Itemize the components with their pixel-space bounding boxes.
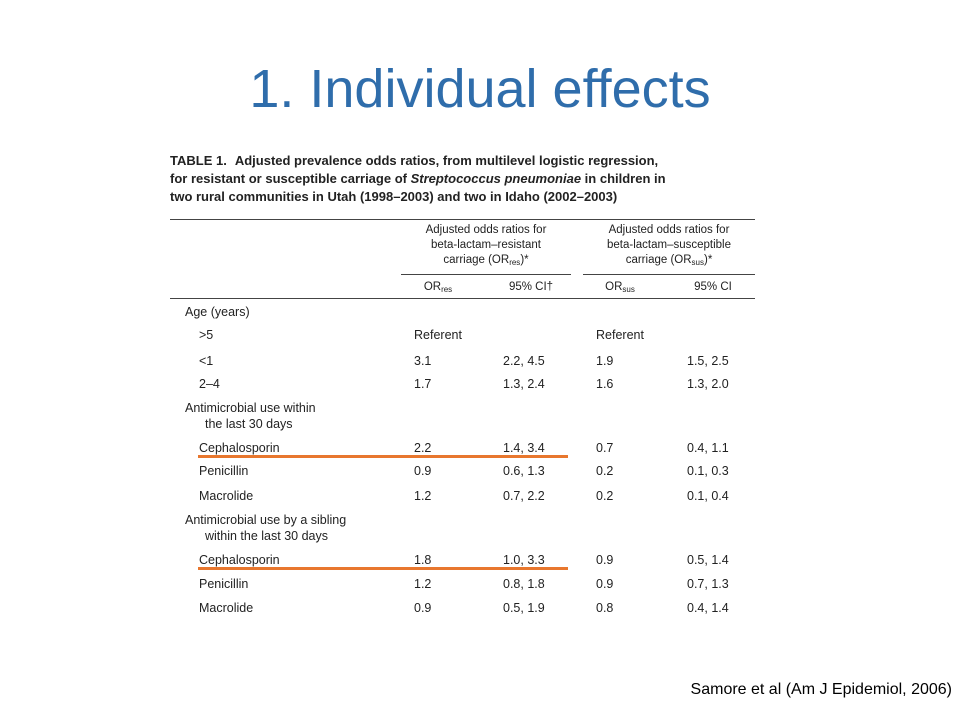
row-label: Age (years) xyxy=(185,305,250,319)
cell-or-sus: 0.2 xyxy=(596,489,614,503)
cell-ci-res: 0.7, 2.2 xyxy=(503,489,545,503)
cell-or-sus: Referent xyxy=(596,328,644,342)
table-label: TABLE 1. xyxy=(170,153,227,168)
col-or-res-text: OR xyxy=(423,281,442,293)
row-label: <1 xyxy=(199,354,214,368)
cell-or-sus: 1.6 xyxy=(596,377,614,391)
row-label: Cephalosporin xyxy=(199,553,280,567)
highlight-cephalosporin-sibling xyxy=(198,567,568,570)
group-res-line-3-post: )* xyxy=(520,254,529,266)
caption-text-2b: in children in xyxy=(581,171,666,186)
cell-ci-sus: 1.3, 2.0 xyxy=(687,377,729,391)
row-label: Macrolide xyxy=(199,489,254,503)
cell-ci-res: 0.5, 1.9 xyxy=(503,601,545,615)
group-sus-line-3-sub: sus xyxy=(691,258,704,267)
cell-or-res: 3.1 xyxy=(414,354,432,368)
row-label: Antimicrobial use within xyxy=(185,401,316,415)
cell-or-res: 2.2 xyxy=(414,441,432,455)
col-header-ci-res: 95% CI† xyxy=(508,281,554,293)
cell-or-sus: 0.9 xyxy=(596,553,614,567)
cell-ci-sus: 0.5, 1.4 xyxy=(687,553,729,567)
group-sus-line-2: beta-lactam–susceptible xyxy=(606,239,731,251)
group-sus-line-1: Adjusted odds ratios for xyxy=(608,224,730,236)
cell-ci-sus: 0.4, 1.4 xyxy=(687,601,729,615)
cell-or-res: Referent xyxy=(414,328,462,342)
cell-or-sus: 0.8 xyxy=(596,601,614,615)
highlight-cephalosporin-own xyxy=(198,455,568,458)
cell-or-res: 1.2 xyxy=(414,489,432,503)
row-label: Penicillin xyxy=(199,464,249,478)
cell-ci-res: 0.6, 1.3 xyxy=(503,464,545,478)
cell-ci-res: 2.2, 4.5 xyxy=(503,354,545,368)
group-header-resistant: Adjusted odds ratios for beta-lactam–res… xyxy=(401,223,571,270)
row-label: Macrolide xyxy=(199,601,254,615)
group-sus-line-3: carriage (ORsus)* xyxy=(583,253,755,270)
cell-or-sus: 0.9 xyxy=(596,577,614,591)
row-label: Penicillin xyxy=(199,577,249,591)
col-header-ci-sus: 95% CI xyxy=(694,281,732,293)
cell-ci-sus: 1.5, 2.5 xyxy=(687,354,729,368)
slide-title: 1. Individual effects xyxy=(249,59,711,119)
cell-ci-sus: 0.1, 0.3 xyxy=(687,464,729,478)
caption-text-1: Adjusted prevalence odds ratios, from mu… xyxy=(234,153,659,168)
group-res-line-3-pre: carriage (OR xyxy=(443,254,510,266)
cell-ci-sus: 0.7, 1.3 xyxy=(687,577,729,591)
caption-line-2: for resistant or susceptible carriage of… xyxy=(170,170,770,188)
cell-or-res: 0.9 xyxy=(414,464,432,478)
row-label: >5 xyxy=(199,328,214,342)
col-or-res-sub: res xyxy=(441,285,453,294)
group-res-line-3: carriage (ORres)* xyxy=(401,253,571,270)
group-res-line-3-sub: res xyxy=(509,258,521,267)
row-label: Antimicrobial use by a sibling xyxy=(185,513,347,527)
cell-or-res: 0.9 xyxy=(414,601,432,615)
group-res-line-2: beta-lactam–resistant xyxy=(431,239,541,251)
group-sus-line-3-pre: carriage (OR xyxy=(625,254,692,266)
cell-ci-sus: 0.4, 1.1 xyxy=(687,441,729,455)
source-citation: Samore et al (Am J Epidemiol, 2006) xyxy=(690,681,952,698)
row-label: Cephalosporin xyxy=(199,441,280,455)
group-header-susceptible: Adjusted odds ratios for beta-lactam–sus… xyxy=(583,223,755,270)
caption-line-3: two rural communities in Utah (1998–2003… xyxy=(170,189,618,204)
cell-or-sus: 1.9 xyxy=(596,354,614,368)
cell-ci-sus: 0.1, 0.4 xyxy=(687,489,729,503)
cell-ci-res: 1.0, 3.3 xyxy=(503,553,545,567)
cell-ci-res: 1.4, 3.4 xyxy=(503,441,545,455)
cell-ci-res: 1.3, 2.4 xyxy=(503,377,545,391)
row-label: within the last 30 days xyxy=(205,529,328,543)
col-or-sus-text: OR xyxy=(605,281,623,293)
caption-text-2a: for resistant or susceptible carriage of xyxy=(170,171,411,186)
header-bottom-rule xyxy=(170,298,755,299)
group-sus-rule xyxy=(583,274,755,275)
row-label: 2–4 xyxy=(199,377,220,391)
col-header-or-res: ORres xyxy=(408,280,468,297)
group-sus-line-3-post: )* xyxy=(703,254,713,266)
group-res-rule xyxy=(401,274,571,275)
cell-or-res: 1.7 xyxy=(414,377,432,391)
cell-or-res: 1.8 xyxy=(414,553,432,567)
caption-line-1: TABLE 1. Adjusted prevalence odds ratios,… xyxy=(170,152,770,170)
table-caption: TABLE 1. Adjusted prevalence odds ratios,… xyxy=(170,152,770,206)
cell-ci-res: 0.8, 1.8 xyxy=(503,577,545,591)
col-or-sus-sub: sus xyxy=(622,285,635,294)
cell-or-res: 1.2 xyxy=(414,577,432,591)
table-top-rule xyxy=(170,219,755,220)
group-res-line-1: Adjusted odds ratios for xyxy=(425,224,547,236)
caption-species: Streptococcus pneumoniae xyxy=(410,171,582,186)
cell-or-sus: 0.2 xyxy=(596,464,614,478)
col-header-or-sus: ORsus xyxy=(590,280,650,297)
row-label: the last 30 days xyxy=(205,417,293,431)
cell-or-sus: 0.7 xyxy=(596,441,614,455)
